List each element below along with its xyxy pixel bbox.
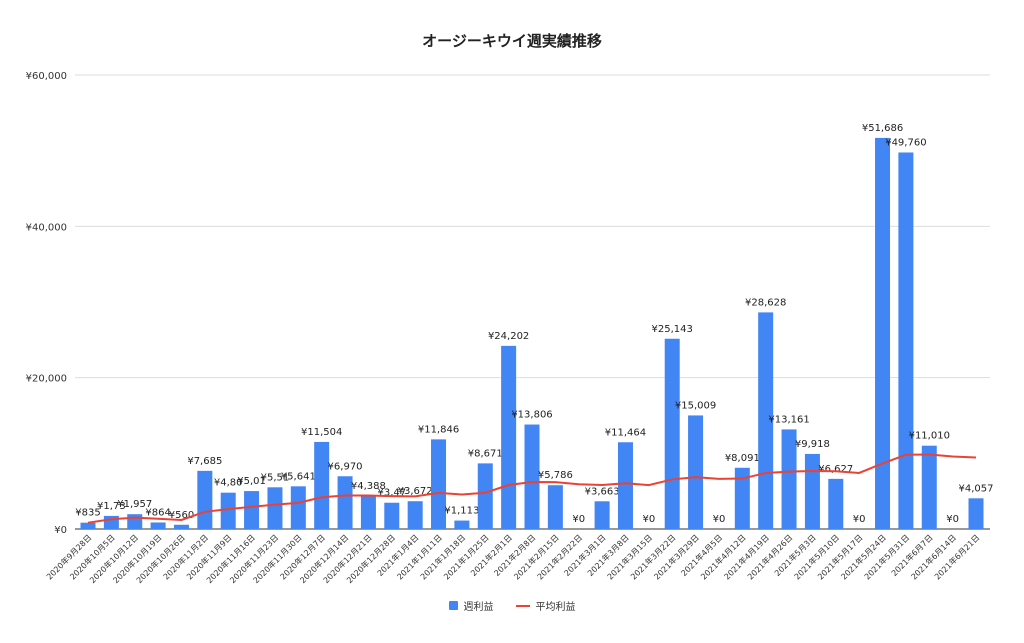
y-tick-label: ¥20,000 [26, 374, 67, 385]
data-label: ¥24,202 [488, 331, 529, 342]
data-label: ¥49,760 [885, 137, 926, 148]
bar [664, 338, 680, 529]
bar [921, 445, 937, 529]
data-label: ¥25,143 [652, 324, 693, 335]
bar [290, 486, 306, 529]
average-line [87, 453, 977, 524]
data-label: ¥1,957 [117, 499, 152, 510]
x-tick-label: 2021年3月8日 [585, 532, 631, 578]
data-label: ¥1,113 [444, 506, 479, 517]
legend-item-line[interactable]: 平均利益 [515, 598, 576, 613]
bar [547, 485, 563, 529]
bar [804, 453, 820, 529]
bar [781, 429, 797, 529]
bar [103, 515, 119, 529]
data-label: ¥11,010 [909, 431, 950, 442]
data-label: ¥864 [145, 507, 170, 518]
data-label: ¥11,504 [301, 427, 342, 438]
data-label: ¥3,47 [377, 488, 406, 499]
bar [173, 524, 189, 529]
data-label: ¥8,091 [725, 453, 760, 464]
bar [501, 345, 517, 529]
chart-title: オージーキウイ週実績推移 [422, 32, 602, 50]
legend-swatch-bar [448, 601, 458, 610]
y-tick-label: ¥40,000 [26, 222, 67, 233]
bar [314, 441, 330, 529]
bar [244, 491, 260, 529]
data-label: ¥11,464 [605, 427, 646, 438]
bar [337, 476, 353, 529]
data-label: ¥560 [169, 510, 194, 521]
bar [898, 152, 914, 529]
data-label: ¥13,806 [511, 410, 552, 421]
data-label: ¥15,009 [675, 400, 716, 411]
data-label: ¥11,846 [418, 424, 459, 435]
x-tick-label: 2021年3月1日 [562, 532, 608, 578]
bar [875, 137, 891, 529]
x-tick-label: 2021年1月4日 [375, 532, 421, 578]
legend: 週利益 平均利益 [0, 598, 1024, 613]
x-tick-label: 2021年4月5日 [679, 532, 725, 578]
data-label: ¥835 [75, 508, 100, 519]
bar [267, 487, 283, 529]
bar [828, 478, 844, 529]
legend-label-bar: 週利益 [463, 602, 494, 613]
y-tick-label: ¥60,000 [26, 71, 67, 82]
data-label: ¥6,627 [818, 464, 853, 475]
y-tick-label: ¥0 [54, 525, 67, 536]
legend-item-bar[interactable]: 週利益 [448, 598, 494, 613]
data-label: ¥0 [642, 514, 655, 525]
data-label: ¥28,628 [745, 297, 786, 308]
bar [360, 495, 376, 529]
data-label: ¥8,671 [468, 448, 503, 459]
x-tick-label: 2021年5月3日 [772, 532, 818, 578]
bar [407, 501, 423, 529]
bar [524, 424, 540, 529]
x-tick-label: 2021年2月1日 [468, 532, 514, 578]
legend-swatch-line [515, 604, 530, 607]
bar [734, 467, 750, 529]
bar [617, 442, 633, 529]
data-label: ¥4,388 [351, 481, 386, 492]
x-tick-label: 2021年2月8日 [492, 532, 538, 578]
bar [150, 522, 166, 529]
data-label: ¥4,057 [959, 483, 994, 494]
bar [477, 463, 493, 529]
bar [454, 520, 470, 529]
data-label: ¥7,685 [187, 456, 222, 467]
data-label: ¥5,51 [261, 472, 290, 483]
data-label: ¥1,73 [97, 501, 126, 512]
x-tick-label: 2021年6月7日 [889, 532, 935, 578]
bar [968, 498, 984, 529]
bar [127, 514, 143, 529]
bar [384, 502, 400, 529]
data-label: ¥51,686 [862, 123, 903, 134]
bar [197, 470, 213, 529]
data-label: ¥3,672 [398, 486, 433, 497]
bar [220, 492, 236, 529]
legend-label-line: 平均利益 [535, 602, 576, 613]
data-label: ¥3,663 [585, 486, 620, 497]
bar [688, 415, 704, 529]
bar [80, 522, 96, 529]
bar [431, 439, 447, 529]
data-label: ¥4,80 [214, 478, 243, 489]
data-label: ¥13,161 [768, 414, 809, 425]
data-label: ¥0 [572, 514, 585, 525]
bar [594, 501, 610, 529]
data-label: ¥9,918 [795, 439, 830, 450]
data-label: ¥5,786 [538, 470, 573, 481]
data-label: ¥6,970 [328, 461, 363, 472]
data-label: ¥5,01 [237, 476, 266, 487]
data-label: ¥5,641 [281, 471, 316, 482]
data-label: ¥0 [853, 514, 866, 525]
data-label: ¥0 [713, 514, 726, 525]
data-label: ¥0 [946, 514, 959, 525]
